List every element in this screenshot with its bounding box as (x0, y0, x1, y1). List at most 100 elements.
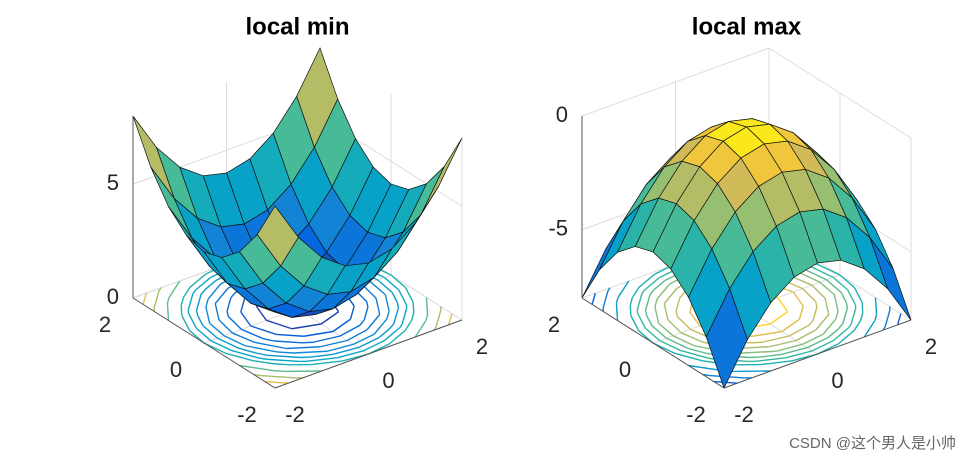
contour-segment (252, 359, 274, 365)
contour-segment (874, 297, 878, 315)
contour-segment (239, 364, 275, 372)
contour-segment (842, 307, 849, 324)
y-axis (132, 297, 276, 389)
contour-segment (332, 318, 351, 333)
contour-segment (644, 327, 661, 342)
contour-segment (224, 352, 254, 362)
contour-segment (339, 324, 361, 337)
contour-segment (266, 319, 293, 330)
contour-segment (393, 307, 400, 324)
contour-segment (311, 353, 333, 358)
x-tick-label: -2 (734, 402, 754, 427)
contour-segment (798, 305, 804, 320)
contour-segment (142, 292, 148, 305)
contour-segment (769, 311, 789, 325)
contour-segment (384, 294, 390, 312)
contour-segment (814, 301, 818, 308)
contour-segment (636, 312, 646, 329)
contour-segment (391, 291, 398, 303)
contour-segment (835, 310, 839, 320)
contour-segment (274, 340, 302, 344)
contour-segment (370, 281, 386, 296)
contour-segment (749, 356, 761, 359)
contour-segment (263, 338, 275, 342)
contour-segment (861, 302, 864, 313)
contour-segment (654, 298, 658, 308)
contour-segment (180, 297, 185, 306)
contour-segment (680, 332, 704, 343)
contour-segment (414, 320, 427, 338)
contour-segment (306, 356, 338, 363)
contour-segment (204, 280, 217, 290)
contour-segment (399, 323, 403, 328)
contour-segment (365, 301, 369, 308)
contour-segment (346, 329, 368, 342)
contour-segment (197, 315, 204, 327)
contour-segment (689, 311, 701, 327)
contour-segment (214, 303, 220, 321)
contour-segment (811, 266, 834, 279)
contour-segment (412, 302, 415, 313)
z-tick-label: -5 (548, 216, 568, 241)
contour-segment (291, 323, 322, 330)
contour-segment (349, 305, 355, 320)
contour-segment (663, 303, 669, 321)
contour-segment (447, 313, 453, 326)
contour-segment (824, 297, 830, 315)
contour-segment (226, 310, 230, 317)
contour-segment (811, 284, 826, 299)
contour-segment (675, 297, 681, 312)
contour-segment (832, 276, 849, 291)
contour-segment (303, 330, 334, 337)
y-tick-label: 2 (548, 312, 560, 337)
contour-segment (383, 276, 400, 291)
contour-segment (231, 332, 255, 343)
contour-segment (659, 339, 682, 352)
contour-segment (641, 290, 645, 295)
contour-segment (786, 350, 813, 359)
contour-segment (273, 369, 286, 373)
contour-segment (826, 279, 842, 293)
contour-segment (435, 309, 442, 328)
contour-segment (404, 287, 414, 303)
contour-segment (187, 312, 197, 329)
contour-segment (631, 287, 640, 298)
contour-segment (240, 311, 252, 327)
contour-segment (209, 322, 225, 337)
contour-segment (181, 315, 191, 331)
contour-segment (218, 319, 233, 334)
contour-segment (195, 310, 199, 316)
contour-segment (313, 335, 341, 343)
contour-segment (802, 288, 817, 303)
contour-segment (769, 339, 797, 348)
contour-segment (832, 326, 850, 342)
contour-segment (337, 350, 364, 359)
contour-segment (200, 288, 206, 295)
x-tick-label: 2 (925, 334, 937, 359)
contour-segment (425, 314, 429, 321)
y-tick-label: 0 (619, 357, 631, 382)
contour-segment (396, 302, 400, 308)
contour-segment (226, 297, 232, 312)
surface-patch (705, 287, 748, 389)
contour-segment (359, 319, 365, 326)
contour-segment (227, 315, 242, 330)
contour-segment (383, 326, 401, 342)
contour-segment (638, 273, 656, 288)
chart-title: local max (692, 13, 802, 40)
contour-segment (795, 329, 817, 342)
contour-segment (311, 360, 343, 366)
contour-segment (848, 323, 852, 328)
contour-segment (629, 305, 632, 316)
contour-segment (840, 291, 847, 303)
contour-segment (656, 283, 671, 300)
contour-segment (672, 335, 695, 347)
contour-segment (807, 336, 829, 349)
contour-segment (644, 310, 648, 316)
contour-segment (332, 346, 359, 356)
contour-segment (398, 289, 408, 306)
contour-segment (818, 264, 841, 276)
contour-segment (375, 297, 381, 315)
contour-segment (425, 297, 429, 315)
